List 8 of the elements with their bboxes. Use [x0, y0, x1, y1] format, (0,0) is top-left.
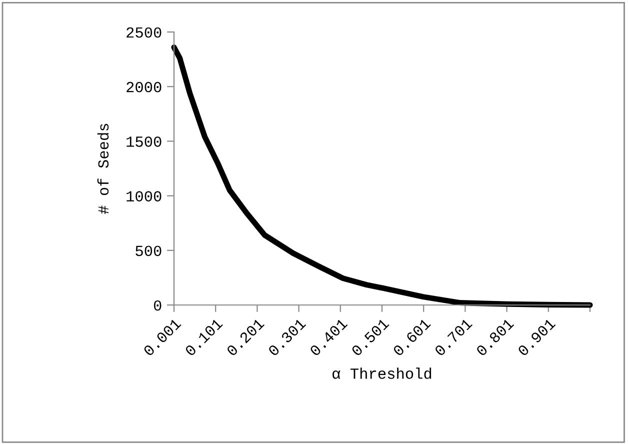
y-tick-label: 1000	[126, 191, 162, 202]
y-tick-label: 500	[136, 246, 162, 256]
x-axis-title: α Threshold	[332, 368, 432, 379]
y-tick-label: 2500	[126, 27, 162, 38]
y-axis-title: # of Seeds	[97, 124, 109, 214]
y-tick-label: 0	[154, 300, 162, 311]
y-tick-label: 2000	[126, 82, 162, 92]
y-tick-label: 1500	[126, 136, 162, 147]
